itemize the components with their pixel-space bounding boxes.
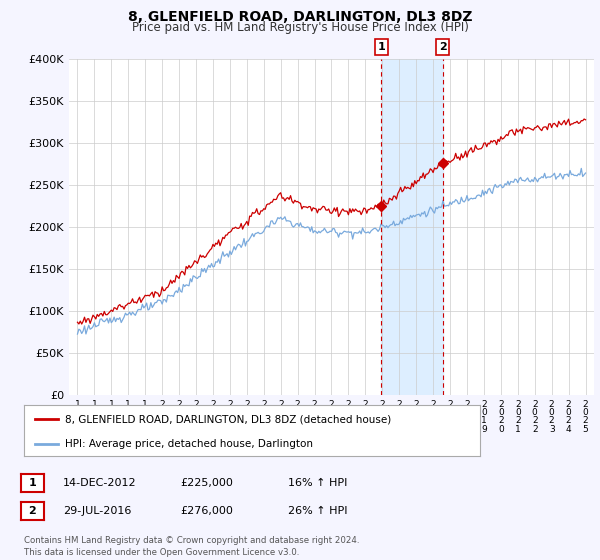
Text: 2: 2 — [439, 42, 446, 52]
Bar — [382, 59, 443, 395]
Text: Price paid vs. HM Land Registry's House Price Index (HPI): Price paid vs. HM Land Registry's House … — [131, 21, 469, 34]
Text: Contains HM Land Registry data © Crown copyright and database right 2024.
This d: Contains HM Land Registry data © Crown c… — [24, 536, 359, 557]
Text: 14-DEC-2012: 14-DEC-2012 — [63, 478, 137, 488]
Text: 29-JUL-2016: 29-JUL-2016 — [63, 506, 131, 516]
Text: £225,000: £225,000 — [180, 478, 233, 488]
Text: £276,000: £276,000 — [180, 506, 233, 516]
Text: 1: 1 — [29, 478, 36, 488]
Text: 8, GLENFIELD ROAD, DARLINGTON, DL3 8DZ: 8, GLENFIELD ROAD, DARLINGTON, DL3 8DZ — [128, 10, 472, 24]
Text: 26% ↑ HPI: 26% ↑ HPI — [288, 506, 347, 516]
Text: 8, GLENFIELD ROAD, DARLINGTON, DL3 8DZ (detached house): 8, GLENFIELD ROAD, DARLINGTON, DL3 8DZ (… — [65, 414, 391, 424]
Text: 1: 1 — [377, 42, 385, 52]
Text: 16% ↑ HPI: 16% ↑ HPI — [288, 478, 347, 488]
Text: HPI: Average price, detached house, Darlington: HPI: Average price, detached house, Darl… — [65, 438, 313, 449]
Text: 2: 2 — [29, 506, 36, 516]
